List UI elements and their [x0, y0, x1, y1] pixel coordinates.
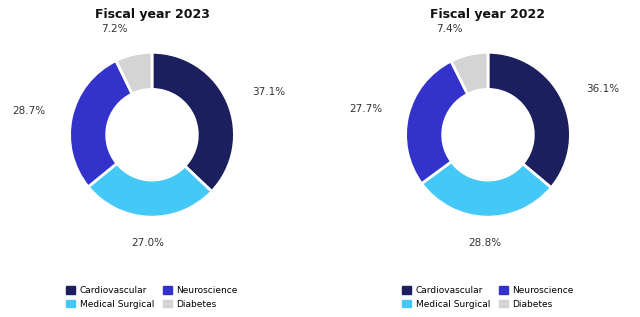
Text: 28.7%: 28.7% [13, 106, 45, 116]
Wedge shape [406, 61, 468, 184]
Title: Fiscal year 2023: Fiscal year 2023 [95, 8, 209, 21]
Text: 36.1%: 36.1% [587, 84, 620, 94]
Text: 7.4%: 7.4% [436, 24, 463, 34]
Wedge shape [116, 52, 152, 94]
Title: Fiscal year 2022: Fiscal year 2022 [431, 8, 545, 21]
Text: 7.2%: 7.2% [101, 24, 127, 34]
Wedge shape [88, 163, 212, 217]
Text: 28.8%: 28.8% [468, 238, 501, 249]
Wedge shape [451, 52, 488, 94]
Wedge shape [422, 162, 551, 217]
Legend: Cardiovascular, Medical Surgical, Neuroscience, Diabetes: Cardiovascular, Medical Surgical, Neuros… [63, 284, 241, 312]
Wedge shape [488, 52, 570, 188]
Wedge shape [70, 61, 132, 187]
Text: 37.1%: 37.1% [252, 87, 285, 97]
Text: 27.7%: 27.7% [349, 104, 382, 114]
Legend: Cardiovascular, Medical Surgical, Neuroscience, Diabetes: Cardiovascular, Medical Surgical, Neuros… [399, 284, 577, 312]
Text: 27.0%: 27.0% [131, 238, 164, 249]
Wedge shape [152, 52, 234, 191]
